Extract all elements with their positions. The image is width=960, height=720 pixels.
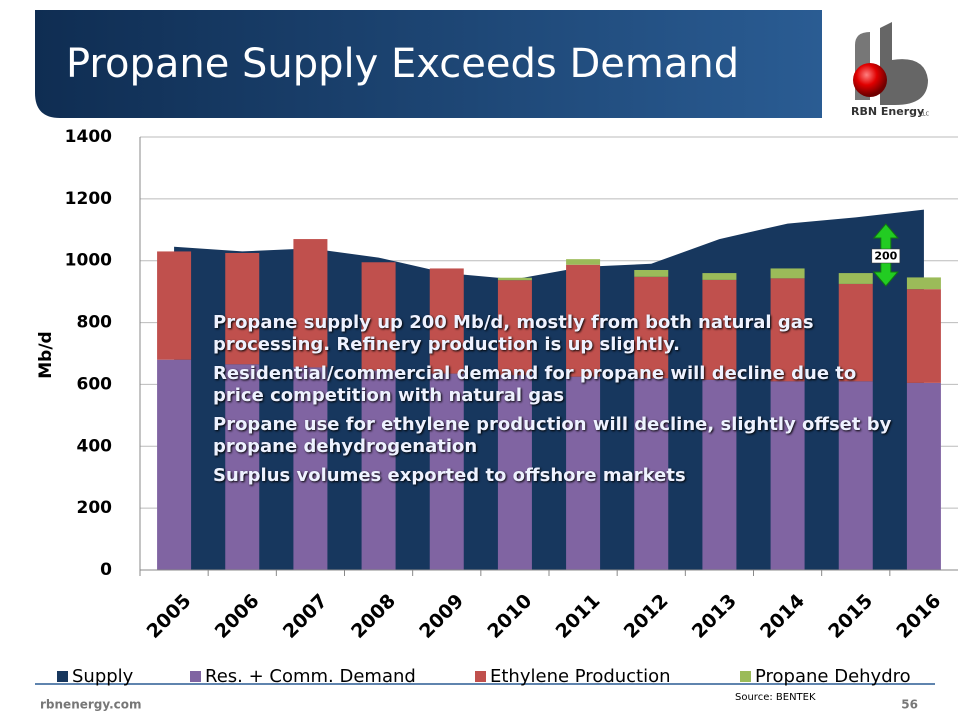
- legend-label: Supply: [72, 666, 134, 687]
- bar-segment: [157, 359, 192, 570]
- bar-segment: [702, 379, 737, 570]
- legend-label: Ethylene Production: [490, 666, 671, 687]
- y-tick-label: 600: [77, 374, 113, 394]
- bar-segment: [702, 279, 737, 380]
- y-tick-label: 200: [77, 498, 113, 518]
- legend-swatch: [740, 671, 751, 682]
- bar-segment: [429, 268, 464, 374]
- logo: [853, 22, 928, 105]
- bar-segment: [770, 381, 805, 570]
- y-tick-label: 800: [77, 313, 113, 333]
- footer-site: rbnenergy.com: [40, 698, 142, 712]
- bar-segment: [361, 262, 396, 371]
- x-tick-label: 2009: [415, 590, 468, 643]
- note: Propane supply up 200 Mb/d, mostly from …: [213, 312, 814, 355]
- bar-segment: [634, 276, 669, 379]
- y-tick-label: 1400: [65, 127, 112, 147]
- bar-segment: [361, 370, 396, 570]
- logo-name: RBN Energy: [851, 105, 924, 118]
- note: Residential/commercial demand for propan…: [213, 363, 857, 406]
- source: Source: BENTEK: [735, 692, 816, 703]
- slide-title: Propane Supply Exceeds Demand: [66, 41, 739, 87]
- note: Propane use for ethylene production will…: [213, 414, 892, 457]
- annotation: 200: [874, 250, 897, 263]
- x-tick-label: 2011: [552, 590, 605, 643]
- bar-segment: [566, 376, 601, 570]
- bar-segment: [225, 364, 260, 570]
- y-axis-label: Mb/d: [36, 331, 56, 378]
- y-tick-label: 400: [77, 436, 113, 456]
- x-tick-label: 2016: [892, 590, 945, 643]
- legend-label: Propane Dehydro: [755, 666, 911, 687]
- bar-segment: [497, 277, 532, 281]
- bar-segment: [770, 278, 805, 382]
- bar-segment: [702, 273, 737, 280]
- bar-segment: [497, 280, 532, 376]
- bar-segment: [838, 273, 873, 284]
- bar-segment: [293, 239, 328, 368]
- page-number: 56: [901, 698, 918, 712]
- bar-segment: [293, 367, 328, 570]
- supply-area: [174, 209, 924, 571]
- legend-swatch: [190, 671, 201, 682]
- x-tick-label: 2006: [211, 590, 264, 643]
- bar-segment: [497, 375, 532, 570]
- legend-swatch: [57, 671, 68, 682]
- bar-segment: [634, 378, 669, 570]
- x-tick-label: 2005: [143, 590, 196, 643]
- legend-swatch: [475, 671, 486, 682]
- x-tick-label: 2010: [483, 590, 536, 643]
- x-tick-label: 2007: [279, 590, 332, 643]
- x-tick-label: 2012: [620, 590, 673, 643]
- legend-label: Res. + Comm. Demand: [205, 666, 416, 687]
- bar-segment: [906, 277, 941, 290]
- bar-segment: [906, 382, 941, 570]
- y-tick-label: 1000: [65, 251, 112, 271]
- y-tick-label: 0: [100, 560, 112, 580]
- bar-segment: [634, 269, 669, 277]
- y-tick-label: 1200: [65, 189, 112, 209]
- x-tick-label: 2008: [347, 590, 400, 643]
- note: Surplus volumes exported to offshore mar…: [213, 465, 686, 486]
- bar-segment: [906, 289, 941, 383]
- bar-segment: [566, 264, 601, 377]
- bar-segment: [157, 251, 192, 360]
- logo-suffix: LLC: [920, 112, 930, 118]
- bar-segment: [566, 259, 601, 265]
- x-tick-label: 2013: [688, 590, 741, 643]
- bar-segment: [429, 373, 464, 570]
- bar-segment: [225, 252, 260, 365]
- x-tick-label: 2015: [824, 590, 877, 643]
- notes: Propane supply up 200 Mb/d, mostly from …: [213, 312, 903, 494]
- bar-segment: [838, 381, 873, 570]
- x-tick-label: 2014: [756, 590, 809, 643]
- bar-segment: [838, 283, 873, 382]
- annotation-box: [871, 248, 901, 264]
- title-bar: [35, 10, 822, 118]
- bar-segment: [770, 268, 805, 279]
